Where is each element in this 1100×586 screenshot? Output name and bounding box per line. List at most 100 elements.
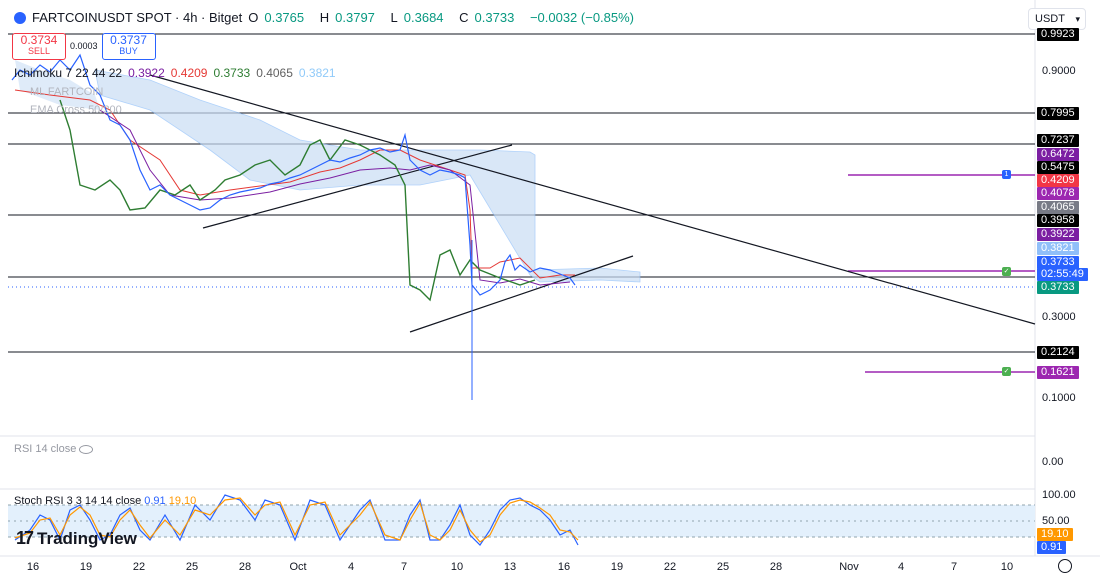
price-tag[interactable]: 0.4209	[1037, 174, 1079, 187]
gear-icon[interactable]	[1058, 559, 1072, 573]
price-tag[interactable]: 0.7995	[1037, 107, 1079, 120]
alert-check-icon[interactable]: ✓	[1002, 267, 1011, 276]
time-tick: 7	[400, 561, 408, 573]
price-tag[interactable]: 0.3922	[1037, 228, 1079, 241]
support-trend-line[interactable]	[202, 144, 513, 229]
chevron-down-icon: ▾	[1075, 14, 1080, 24]
chikou-line	[59, 99, 536, 302]
rsi-legend[interactable]: RSI 14 close	[14, 443, 94, 455]
eye-hidden-icon[interactable]	[79, 444, 94, 454]
time-tick: 28	[769, 561, 783, 573]
ohlc-values: O 0.3765 H 0.3797 L 0.3684 C 0.3733 −0.0032 …	[248, 10, 640, 25]
currency-value: USDT	[1035, 13, 1065, 25]
indicator-legend[interactable]: EMA Cross 50/200	[30, 104, 122, 116]
time-tick: Oct	[289, 561, 307, 573]
low-value: 0.3684	[403, 10, 444, 25]
exchange-logo-icon	[14, 11, 26, 24]
stoch-d-tag: 19.10	[1037, 528, 1073, 541]
time-tick: 25	[185, 561, 199, 573]
rsi-axis-tick: 0.00	[1042, 456, 1064, 468]
close-key: C	[459, 10, 469, 25]
tradingview-logo-icon: 17	[16, 528, 34, 548]
stoch-d-value: 19.10	[168, 495, 197, 507]
price-tag[interactable]: 0.7237	[1037, 134, 1079, 147]
last-price-tag[interactable]: 0.3733	[1037, 256, 1079, 269]
buy-button[interactable]: 0.3737 BUY	[101, 33, 156, 60]
symbol-title[interactable]: FARTCOINUSDT SPOT · 4h · Bitget	[32, 10, 243, 25]
ichimoku-value: 0.3922	[128, 66, 165, 80]
time-tick: 28	[238, 561, 252, 573]
time-tick: 13	[503, 561, 517, 573]
kijun-line	[14, 89, 575, 279]
brand-name: TradingView	[37, 528, 137, 548]
sell-button[interactable]: 0.3734 SELL	[12, 33, 66, 60]
ichimoku-value: 0.3821	[298, 66, 336, 80]
price-tick: 0.3000	[1042, 311, 1076, 323]
time-tick: 19	[79, 561, 93, 573]
time-tick: Nov	[839, 561, 859, 573]
low-key: L	[390, 10, 398, 25]
ichimoku-value: 0.4065	[256, 66, 293, 80]
price-tag[interactable]: 0.5475	[1037, 161, 1079, 174]
spread-value: 0.0003	[70, 41, 98, 51]
tradingview-logo[interactable]: 17 TradingView	[16, 528, 137, 549]
stoch-legend[interactable]: Stoch RSI 3 3 14 14 close 0.91 19.10	[14, 495, 196, 507]
sell-price: 0.3734	[20, 33, 58, 47]
indicator-legend[interactable]: ML FARTCOIN	[30, 86, 104, 98]
sell-label: SELL	[27, 46, 51, 56]
countdown-tag: 02:55:49	[1037, 268, 1088, 281]
stoch-k-tag: 0.91	[1037, 541, 1067, 554]
ichimoku-label: Ichimoku 7 22 44 22	[14, 66, 123, 80]
time-tick: 19	[610, 561, 624, 573]
high-key: H	[319, 10, 330, 25]
price-tag[interactable]: 0.4078	[1037, 187, 1079, 200]
time-tick: 25	[716, 561, 730, 573]
price-tag[interactable]: 0.4065	[1037, 201, 1079, 214]
open-key: O	[248, 10, 259, 25]
ichimoku-value: 0.4209	[170, 66, 208, 80]
buy-label: BUY	[119, 46, 138, 56]
price-tag[interactable]: 0.2124	[1037, 346, 1079, 359]
time-tick: 16	[26, 561, 40, 573]
time-tick: 7	[950, 561, 958, 573]
time-tick: 22	[132, 561, 146, 573]
alert-check-icon[interactable]: ✓	[1002, 367, 1011, 376]
stoch-k-line	[14, 494, 579, 546]
stoch-band	[8, 505, 1035, 537]
stoch-d-line	[14, 497, 579, 543]
close-value: 0.3733	[474, 10, 515, 25]
stoch-label: Stoch RSI 3 3 14 14 close	[14, 495, 142, 507]
price-tag[interactable]: 0.3821	[1037, 242, 1079, 255]
ichimoku-cloud	[15, 60, 100, 110]
stoch-axis-tick: 100.00	[1042, 489, 1076, 501]
price-tick: 0.1000	[1042, 392, 1076, 404]
price-tag[interactable]: 0.3733	[1037, 281, 1079, 294]
price-tag[interactable]: 0.9923	[1037, 28, 1079, 41]
symbol-header: FARTCOINUSDT SPOT · 4h · Bitget O 0.3765 …	[14, 10, 640, 25]
rsi-label: RSI 14 close	[14, 443, 77, 455]
buy-price: 0.3737	[110, 33, 147, 47]
stoch-k-value: 0.91	[144, 495, 166, 507]
ichimoku-value: 0.3733	[213, 66, 251, 80]
ichimoku-legend[interactable]: Ichimoku 7 22 44 22 0.3922 0.4209 0.3733…	[14, 66, 336, 80]
high-value: 0.3797	[335, 10, 375, 25]
price-tick: 0.9000	[1042, 65, 1076, 77]
price-tag[interactable]: 0.1621	[1037, 366, 1079, 379]
open-value: 0.3765	[264, 10, 305, 25]
change-value: −0.0032 (−0.85%)	[529, 10, 635, 25]
support-trend-line[interactable]	[409, 255, 634, 333]
trade-buttons: 0.3734 SELL 0.0003 0.3737 BUY	[12, 33, 156, 60]
price-tag[interactable]: 0.6472	[1037, 148, 1079, 161]
alert-icon[interactable]: 1	[1002, 170, 1011, 179]
currency-select[interactable]: USDT ▾	[1028, 8, 1086, 30]
time-tick: 4	[897, 561, 905, 573]
price-tag[interactable]: 0.3958	[1037, 214, 1079, 227]
candles	[11, 53, 576, 400]
downtrend-line[interactable]	[149, 74, 1036, 325]
time-tick: 16	[557, 561, 571, 573]
time-tick: 10	[1000, 561, 1014, 573]
ichimoku-cloud	[94, 69, 641, 283]
stoch-axis-tick: 50.00	[1042, 515, 1070, 527]
time-tick: 4	[347, 561, 355, 573]
